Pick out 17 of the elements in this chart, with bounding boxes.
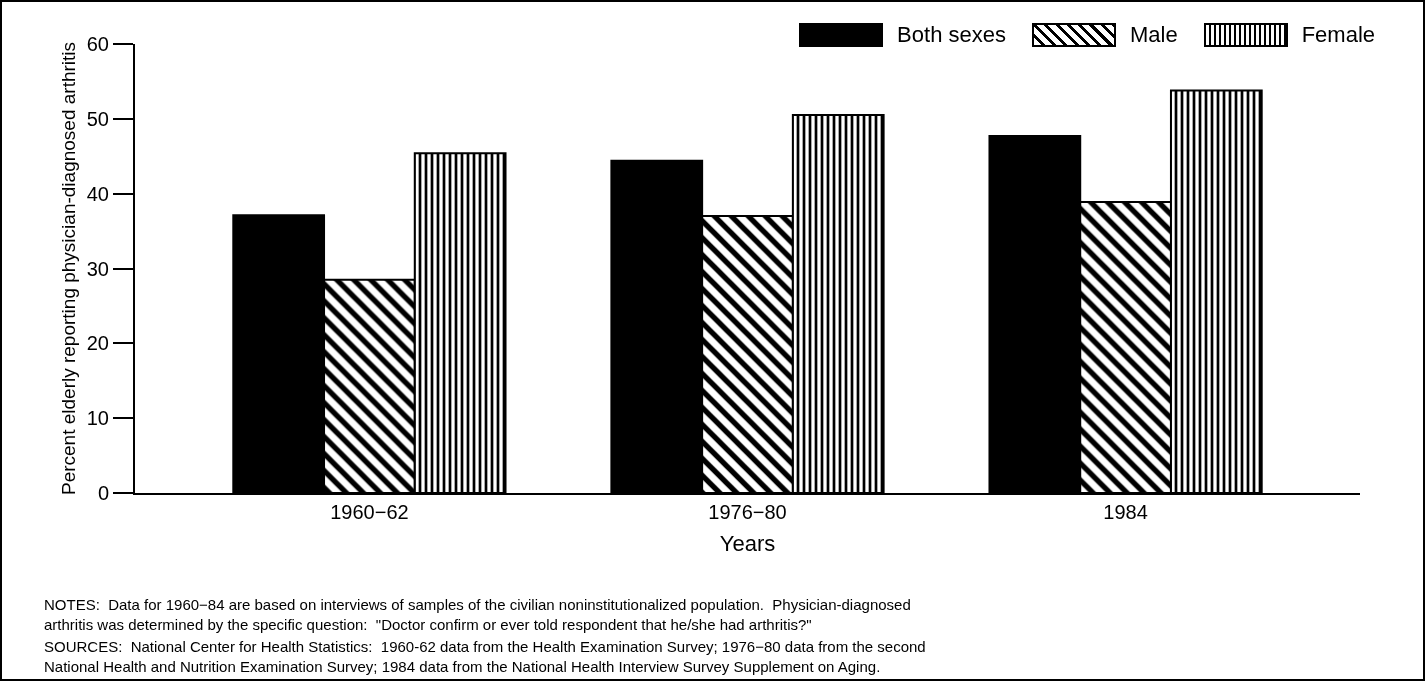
x-tick-label: 1960−62 [330,501,409,523]
x-tick-label: 1984 [1103,501,1148,523]
y-tick-label: 20 [86,332,109,355]
y-tick-label: 30 [86,257,109,280]
legend-label: Female [1301,22,1375,48]
y-axis-title: Percent elderly reporting physician-diagnosed arthritis [58,41,80,496]
y-tick-label: 10 [86,407,109,430]
text: NOTES: Data for 1960−84 are based on interviews of samples of the civilian noninstitutionalized population. Physician-diagnosed arthritis was determined by the specific question: "Doctor confirm or ever told respondent that he/she had arthritis?" [44,596,911,633]
x-axis-title: Years [719,531,776,557]
y-tick-label: 0 [97,482,109,504]
y-tick-label: 60 [86,33,109,55]
legend-label: Male [1129,22,1178,48]
x-tick-label: 1976−80 [708,501,787,523]
legend-label: Both sexes [897,22,1006,48]
y-tick-label: 50 [86,107,109,130]
y-tick-label: 40 [86,182,109,205]
source-note: SOURCES: National Center for Health Statistics: 1960-62 data from the Health Examination Survey; 1976−80 data from the second National Health and Nutrition Examination Survey; 1984 data from the National Health Interview Survey Supplement on Aging. [44,638,926,675]
